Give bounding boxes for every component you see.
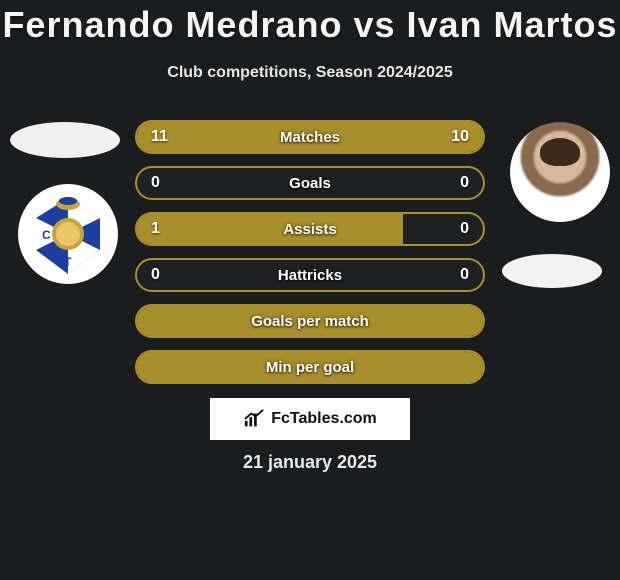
page-title: Fernando Medrano vs Ivan Martos	[0, 0, 620, 46]
stat-label: Hattricks	[137, 260, 483, 290]
stat-row-goals-per-match: Goals per match	[135, 304, 485, 338]
club-left-crest: C D T	[18, 184, 118, 284]
stat-value-left: 0	[151, 168, 160, 198]
player-right-avatar	[510, 122, 610, 222]
stat-row-goals: Goals0 0	[135, 166, 485, 200]
fctables-logo-icon	[243, 408, 265, 430]
stat-row-matches: Matches1110	[135, 120, 485, 154]
fctables-watermark: FcTables.com	[210, 398, 410, 440]
stat-value-right: 0	[460, 214, 469, 244]
watermark-text: FcTables.com	[271, 410, 377, 428]
stat-value-right: 0	[460, 168, 469, 198]
stat-value-left: 0	[151, 260, 160, 290]
page-subtitle: Club competitions, Season 2024/2025	[0, 64, 620, 82]
stat-row-hattricks: Hattricks0 0	[135, 258, 485, 292]
report-date: 21 january 2025	[0, 452, 620, 473]
player-left-placeholder	[10, 122, 120, 158]
stat-row-assists: Assists10	[135, 212, 485, 246]
stats-container: Matches1110Goals00Assists10Hattricks00Go…	[135, 120, 485, 396]
tenerife-crest-icon: C D T	[18, 184, 118, 284]
stat-row-min-per-goal: Min per goal	[135, 350, 485, 384]
club-right-placeholder	[502, 254, 602, 288]
svg-text:D: D	[88, 228, 97, 242]
svg-text:C: C	[42, 228, 51, 242]
stat-value-right: 0	[460, 260, 469, 290]
svg-text:T: T	[64, 255, 72, 269]
stat-label: Goals	[137, 168, 483, 198]
